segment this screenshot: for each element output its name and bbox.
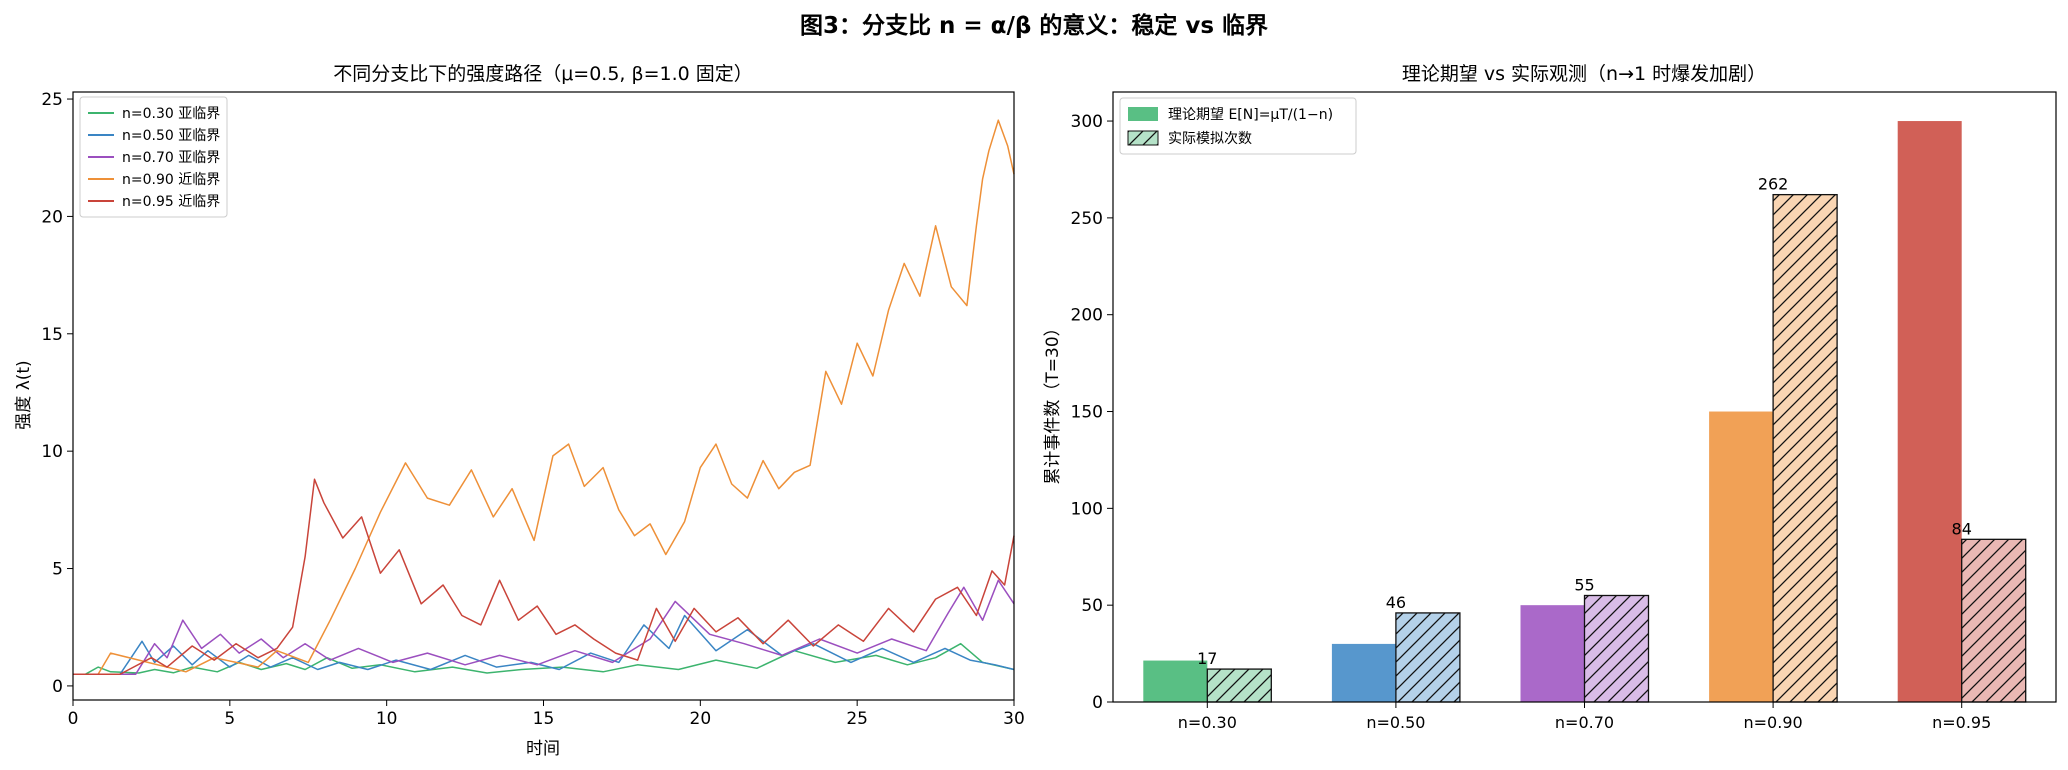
left-legend: n=0.30 亚临界 n=0.50 亚临界 n=0.70 亚临界 n=0.90 近临界…	[79, 96, 228, 218]
y-tick-label: 20	[41, 207, 63, 227]
y-tick-label: 5	[52, 560, 63, 580]
y-tick-label: 0	[52, 677, 63, 697]
theory-bar-0	[1143, 660, 1208, 702]
y-tick-label: 50	[1081, 596, 1103, 616]
actual-bar-hatch-4	[1961, 538, 2027, 703]
legend-label-0: n=0.30 亚临界	[122, 106, 220, 122]
theory-bar-3	[1709, 411, 1774, 702]
category-label-0: n=0.30	[1178, 713, 1237, 732]
legend-swatch-actual	[1127, 130, 1159, 146]
right-plot-frame	[1112, 91, 2057, 703]
actual-bar-hatch-1	[1395, 612, 1461, 703]
theory-bar-2	[1520, 605, 1585, 702]
legend-label-2: n=0.70 亚临界	[122, 150, 220, 166]
right-legend: 理论期望 E[N]=μT/(1−n) 实际模拟次数	[1119, 97, 1357, 155]
bar-data-label-0: 17	[1197, 649, 1217, 668]
y-tick-label: 25	[41, 90, 63, 110]
x-tick-label: 15	[533, 709, 555, 729]
left-legend-box	[79, 96, 228, 218]
bar-data-label-4: 84	[1952, 519, 1972, 538]
figure-suptitle: 图3：分支比 n = α/β 的意义：稳定 vs 临界	[800, 12, 1268, 39]
series-line-0	[73, 642, 1015, 675]
right-y-axis-label: 累计事件数（T=30）	[1043, 319, 1063, 484]
actual-bar-hatch-3	[1772, 193, 1838, 703]
left-plot-area: 0 5 10 15 20 25 30 0 5 10 15 20 25	[41, 90, 1024, 729]
bar-data-label-1: 46	[1386, 593, 1406, 612]
series-line-1	[73, 614, 1015, 675]
right-legend-box	[1119, 97, 1357, 155]
series-line-4	[73, 478, 1015, 675]
y-tick-label: 0	[1092, 693, 1103, 713]
legend-label-4: n=0.95 近临界	[122, 194, 220, 210]
legend-swatch-theory	[1128, 107, 1158, 121]
x-tick-label: 10	[376, 709, 398, 729]
actual-bar-hatch-2	[1583, 594, 1650, 703]
series-line-3	[73, 119, 1015, 675]
actual-bar-hatch-0	[1206, 668, 1272, 703]
right-chart-panel: 理论期望 vs 实际观测（n→1 时爆发加剧） 累计事件数（T=30） 17 n=…	[1043, 63, 2057, 732]
x-tick-label: 20	[690, 709, 712, 729]
category-label-2: n=0.70	[1555, 713, 1614, 732]
y-tick-label: 15	[41, 325, 63, 345]
x-tick-label: 5	[224, 709, 235, 729]
x-tick-label: 0	[68, 709, 79, 729]
y-tick-label: 150	[1071, 403, 1103, 423]
legend-label-3: n=0.90 近临界	[122, 172, 220, 188]
y-tick-label: 100	[1071, 499, 1103, 519]
category-label-3: n=0.90	[1744, 713, 1803, 732]
y-tick-label: 300	[1071, 112, 1103, 132]
left-y-axis-label: 强度 λ(t)	[14, 360, 34, 429]
bar-data-label-3: 262	[1758, 175, 1789, 194]
left-chart-panel: 不同分支比下的强度路径（μ=0.5, β=1.0 固定） 时间 强度 λ(t) …	[14, 63, 1025, 759]
category-label-4: n=0.95	[1932, 713, 1991, 732]
x-tick-label: 25	[846, 709, 868, 729]
legend-label-1: n=0.50 亚临界	[122, 128, 220, 144]
y-tick-label: 200	[1071, 306, 1103, 326]
left-x-axis-label: 时间	[526, 739, 560, 759]
series-line-2	[73, 579, 1015, 675]
y-tick-label: 250	[1071, 209, 1103, 229]
legend-label-theory: 理论期望 E[N]=μT/(1−n)	[1168, 107, 1333, 123]
legend-label-actual: 实际模拟次数	[1168, 131, 1252, 147]
theory-bar-1	[1331, 643, 1396, 702]
right-plot-area: 17 n=0.30 46 n=0.50 55 n=0.70 262 n=0.90 84 n=0.9…	[1071, 91, 2057, 732]
bar-data-label-2: 55	[1574, 575, 1594, 594]
category-label-1: n=0.50	[1366, 713, 1425, 732]
y-tick-label: 10	[41, 442, 63, 462]
x-tick-label: 30	[1003, 709, 1025, 729]
theory-bar-4	[1897, 121, 1962, 703]
right-chart-title: 理论期望 vs 实际观测（n→1 时爆发加剧）	[1402, 63, 1766, 85]
left-chart-title: 不同分支比下的强度路径（μ=0.5, β=1.0 固定）	[333, 63, 753, 85]
